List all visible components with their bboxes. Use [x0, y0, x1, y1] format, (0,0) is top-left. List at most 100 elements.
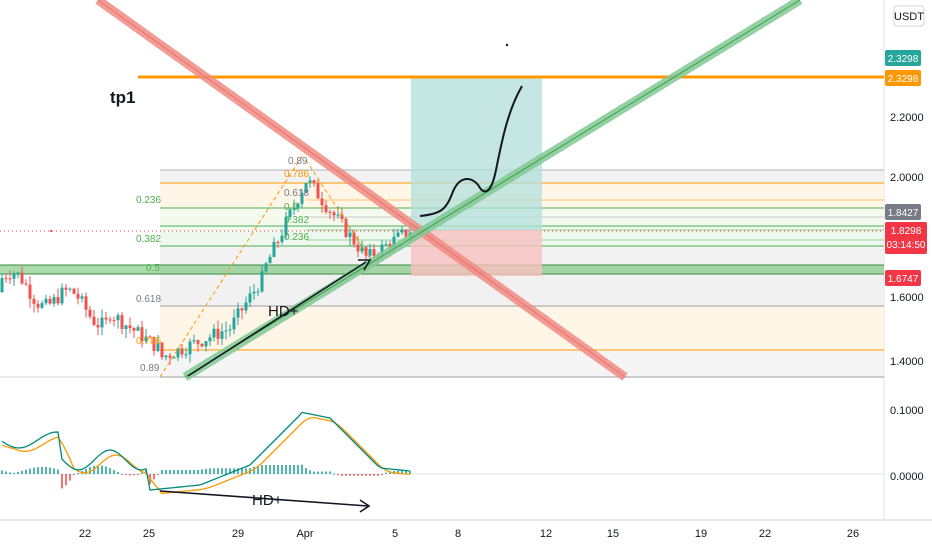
histogram-bar [285, 465, 287, 474]
histogram-bar [229, 468, 231, 474]
fib-label: 0.89 [288, 156, 308, 167]
candle-body [372, 249, 376, 256]
candle-body [164, 355, 168, 358]
histogram-bar [225, 468, 227, 474]
candle-body [140, 327, 144, 342]
time-axis[interactable]: 22 25 29 Apr 5 8 12 15 19 22 26 [79, 528, 859, 540]
drawing-tools[interactable] [95, 0, 884, 381]
candle-body [332, 212, 336, 216]
candle-body [112, 320, 116, 322]
candle-body [364, 247, 368, 256]
histogram-bar [305, 467, 307, 474]
fib-label: 0.382 [136, 234, 161, 245]
histogram-bar [269, 465, 271, 474]
candle-body [400, 229, 404, 233]
histogram-bar [341, 474, 343, 476]
candle-body [200, 343, 204, 347]
histogram-bar [29, 468, 31, 474]
price-axis[interactable]: 2.2000 2.0000 1.6000 1.4000 [890, 112, 924, 368]
candle-body [312, 180, 316, 184]
hd-plus-label-price[interactable]: HD+ [268, 303, 299, 320]
histogram-bar [209, 468, 211, 474]
fib-label: 0.5 [146, 263, 160, 274]
histogram-bar [69, 474, 71, 481]
histogram-bar [325, 471, 327, 474]
candle-body [256, 291, 260, 293]
histogram-bar [25, 469, 27, 474]
histogram-bar [17, 471, 19, 474]
histogram-bar [173, 469, 175, 474]
histogram-bar [117, 472, 119, 474]
candle-body [396, 232, 400, 237]
histogram-bar [281, 465, 283, 474]
time-tick: 12 [540, 528, 552, 540]
fib-connector [305, 159, 373, 263]
histogram-bar [157, 474, 159, 475]
price-tag: 2.3298 [888, 74, 919, 85]
candle-body [356, 244, 360, 252]
histogram-bar [273, 465, 275, 474]
time-tick: 22 [79, 528, 91, 540]
hd-plus-label-indicator[interactable]: HD+ [252, 492, 283, 509]
histogram-bar [113, 470, 115, 474]
candle-body [296, 203, 300, 208]
histogram-bar [109, 468, 111, 474]
candle-body [100, 317, 104, 328]
candle-body [144, 336, 148, 342]
hd-arrow-indicator [159, 490, 369, 507]
histogram-bar [185, 469, 187, 474]
candle-body [120, 315, 124, 330]
histogram-bar [49, 467, 51, 474]
candle-body [368, 249, 372, 256]
candle-body [168, 355, 172, 358]
candle-body [160, 342, 164, 358]
candle-body [360, 247, 364, 252]
histogram-bar [221, 468, 223, 474]
histogram-bar [313, 471, 315, 474]
histogram-bar [301, 464, 303, 474]
hd-arrow-price [187, 261, 367, 377]
time-tick: 26 [847, 528, 859, 540]
histogram-bar [309, 470, 311, 474]
histogram-bar [125, 474, 127, 476]
histogram-bar [289, 465, 291, 474]
histogram-bar [97, 465, 99, 474]
candle-body [276, 241, 280, 243]
candle-body [280, 235, 284, 242]
histogram-bar [9, 472, 11, 474]
candle-body [304, 183, 308, 193]
histogram-bar [189, 469, 191, 474]
candle-body [264, 263, 268, 272]
price-tag: 1.6747 [888, 274, 919, 285]
histogram-bar [257, 465, 259, 474]
histogram-bar [397, 470, 399, 474]
candle-body [172, 357, 176, 359]
histogram-bar [101, 465, 103, 474]
histogram-bar [193, 469, 195, 474]
price-tag: 1.8427 [888, 208, 919, 219]
histogram-bar [33, 467, 35, 474]
candle-body [232, 317, 236, 330]
histogram-bar [253, 466, 255, 474]
histogram-bar [165, 469, 167, 474]
tp1-label[interactable]: tp1 [110, 88, 136, 107]
candle-body [348, 232, 352, 238]
candle-body [80, 296, 84, 299]
candle-body [44, 298, 48, 304]
histogram-bar [365, 474, 367, 476]
fib-label: 0.382 [284, 215, 309, 226]
projection-path [419, 85, 523, 217]
candle-body [8, 278, 12, 280]
candle-body [96, 324, 100, 328]
currency-button[interactable] [893, 5, 925, 27]
indicator-axis[interactable]: 0.1000 0.0000 [890, 405, 924, 483]
histogram-bar [337, 474, 339, 476]
histogram-bar [89, 467, 91, 474]
candle-body [36, 303, 40, 308]
candle-body [12, 273, 16, 279]
candle-body [244, 302, 248, 311]
candle-body [272, 241, 276, 257]
time-tick: 8 [455, 528, 461, 540]
fib-connector [159, 149, 307, 378]
